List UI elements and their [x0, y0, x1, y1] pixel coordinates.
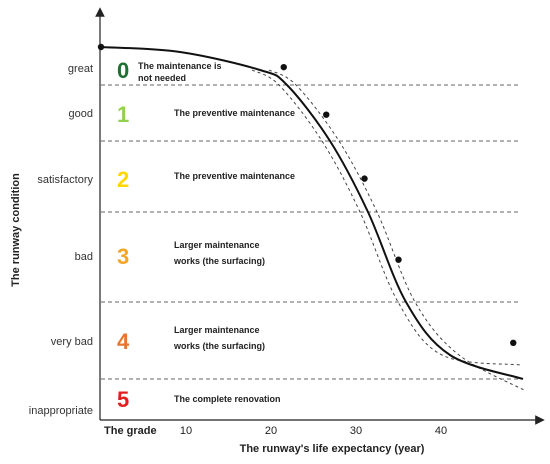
x-first-label: The grade — [104, 425, 157, 437]
y-axis-title: The runway condition — [10, 173, 22, 287]
upper-envelope-curve — [251, 69, 522, 366]
deterioration-curves — [97, 43, 527, 392]
data-point — [97, 43, 105, 51]
grade-description: works (the surfacing) — [173, 256, 265, 266]
grade-number: 2 — [117, 167, 129, 192]
data-point — [510, 339, 517, 347]
grade-description: The preventive maintenance — [174, 108, 295, 118]
condition-label: good — [69, 108, 93, 120]
grade-number: 0 — [117, 58, 129, 83]
lower-envelope-curve — [268, 69, 527, 392]
condition-label: bad — [75, 251, 93, 263]
data-point — [361, 175, 368, 182]
grade-number: 3 — [117, 244, 129, 269]
x-axis-title: The runway's life expectancy (year) — [240, 443, 425, 455]
condition-label: inappropriate — [29, 405, 93, 417]
grade-description: The complete renovation — [174, 394, 281, 404]
main-curve — [100, 46, 524, 380]
data-point — [280, 63, 287, 71]
grade-description: The preventive maintenance — [174, 171, 295, 181]
grade-description: Larger maintenance — [174, 325, 260, 335]
condition-label: very bad — [51, 336, 93, 348]
grade-number: 1 — [117, 102, 129, 127]
grade-labels: great good satisfactory bad very bad inapprop… — [29, 58, 295, 417]
grade-description: works (the surfacing) — [173, 341, 265, 351]
grade-description: Larger maintenance — [174, 240, 260, 250]
data-point — [323, 111, 330, 118]
condition-label: satisfactory — [37, 174, 93, 186]
data-point — [395, 256, 402, 263]
x-tick-label: 40 — [435, 425, 447, 437]
grade-description: not needed — [138, 73, 186, 83]
grade-number: 4 — [117, 329, 130, 354]
x-tick-label: 20 — [265, 425, 277, 437]
grade-number: 5 — [117, 387, 129, 412]
x-tick-label: 10 — [180, 425, 192, 437]
condition-label: great — [68, 63, 93, 75]
x-tick-label: 30 — [350, 425, 362, 437]
grade-band-lines — [101, 84, 520, 380]
grade-description: The maintenance is — [138, 61, 222, 71]
